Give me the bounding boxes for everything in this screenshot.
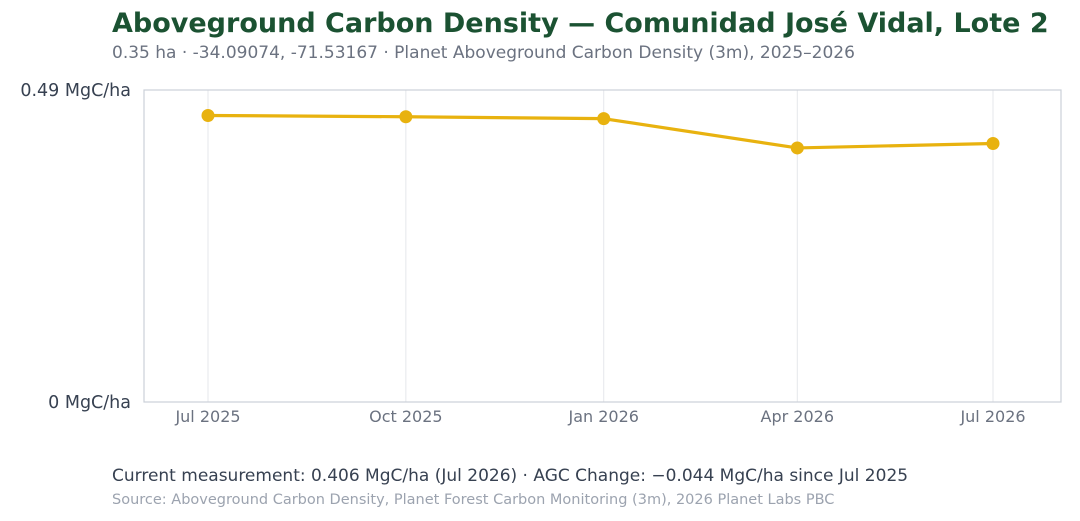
data-point-2 [597,112,611,126]
data-point-4 [986,136,1000,150]
chart-subtitle: 0.35 ha · -34.09074, -71.53167 · Planet … [112,43,855,63]
chart-title: Aboveground Carbon Density — Comunidad J… [112,8,1049,39]
data-point-3 [790,141,804,155]
source-attribution: Source: Aboveground Carbon Density, Plan… [112,492,835,508]
x-tick-label-3: Apr 2026 [761,407,834,426]
y-tick-label-1: 0.49 MgC/ha [20,81,131,101]
y-tick-label-0: 0 MgC/ha [48,393,131,413]
x-tick-label-0: Jul 2025 [174,407,240,426]
plot-frame [143,89,1062,403]
data-point-1 [399,110,413,124]
current-measurement-summary: Current measurement: 0.406 MgC/ha (Jul 2… [112,466,909,486]
x-tick-label-2: Jan 2026 [567,407,638,426]
x-tick-label-4: Jul 2026 [959,407,1025,426]
data-point-0 [201,108,215,122]
x-tick-label-1: Oct 2025 [369,407,442,426]
